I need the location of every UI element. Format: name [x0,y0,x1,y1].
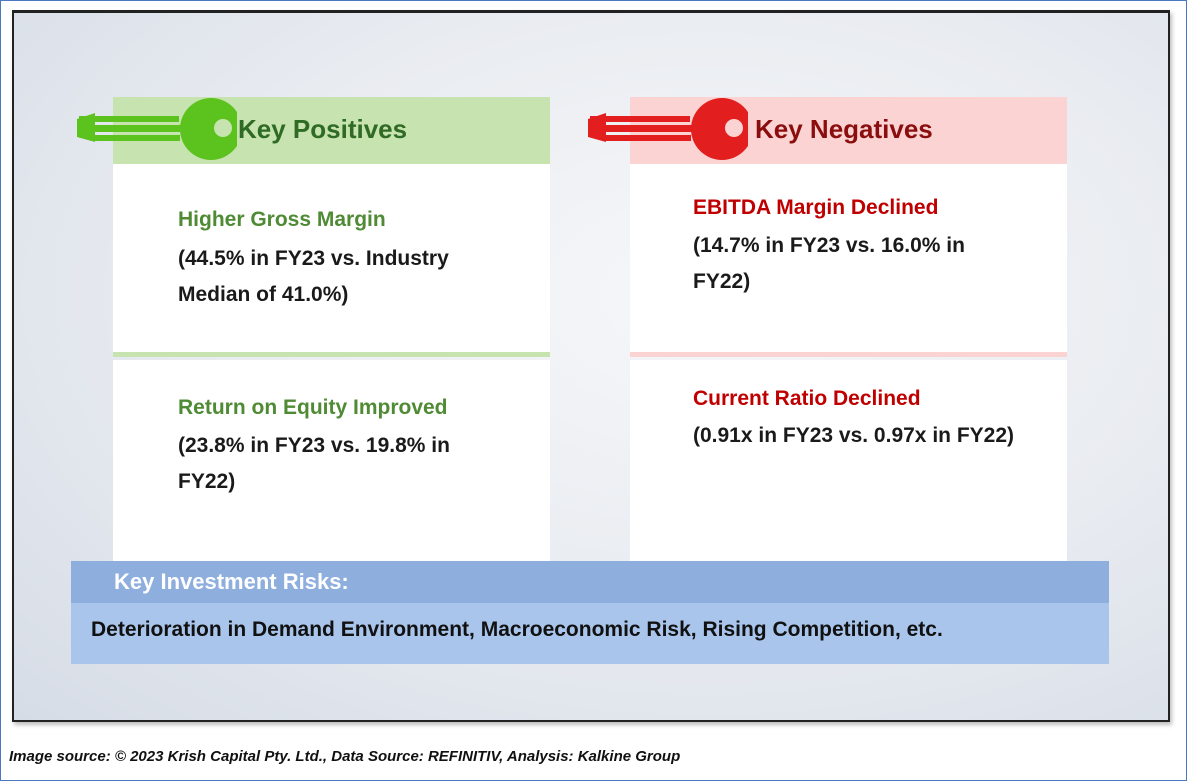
key-negatives-column: Key Negatives EBITDA Margin Declined (14… [588,97,1067,562]
risks-text: Deterioration in Demand Environment, Mac… [91,618,943,641]
risks-body: Deterioration in Demand Environment, Mac… [71,603,1109,664]
risks-header: Key Investment Risks: [71,561,1109,603]
green-key-icon [77,98,237,160]
positive-item-body: (44.5% in FY23 vs. Industry Median of 41… [178,247,449,306]
negative-item-body: (14.7% in FY23 vs. 16.0% in FY22) [693,234,965,293]
positives-divider [113,352,550,357]
key-positives-title: Key Positives [238,114,408,144]
red-key-icon [588,98,748,160]
risks-title: Key Investment Risks: [114,569,349,594]
negative-card-1: EBITDA Margin Declined (14.7% in FY23 vs… [630,164,1067,352]
positive-card-1: Higher Gross Margin (44.5% in FY23 vs. I… [113,164,550,352]
positive-item-body: (23.8% in FY23 vs. 19.8% in FY22) [178,434,450,493]
positive-card-2: Return on Equity Improved (23.8% in FY23… [113,360,550,562]
positive-item-title: Return on Equity Improved [178,396,448,419]
key-positives-header: Key Positives [77,97,550,164]
negative-item-body: (0.91x in FY23 vs. 0.97x in FY22) [693,424,1014,447]
key-negatives-header: Key Negatives [588,97,1067,164]
negatives-divider [630,352,1067,357]
key-investment-risks: Key Investment Risks: Deterioration in D… [71,561,1109,664]
image-source-caption: Image source: © 2023 Krish Capital Pty. … [9,748,681,765]
key-negatives-title: Key Negatives [755,114,933,144]
positive-item-title: Higher Gross Margin [178,208,386,231]
key-positives-column: Key Positives Higher Gross Margin (44.5%… [77,97,550,562]
negative-item-title: EBITDA Margin Declined [693,196,939,219]
negative-item-title: Current Ratio Declined [693,387,921,410]
negative-card-2: Current Ratio Declined (0.91x in FY23 vs… [630,360,1067,562]
